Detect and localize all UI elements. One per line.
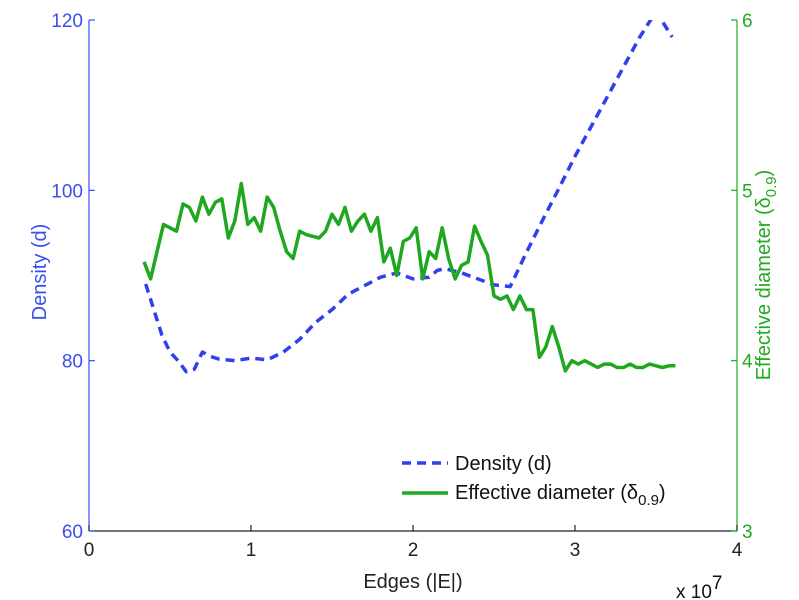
- left-y-axis-label: Density (d): [29, 224, 51, 321]
- x-tick-label: 3: [570, 540, 581, 561]
- right-y-axis-label-subscript: 0.9: [763, 176, 780, 197]
- right-y-tick-label: 4: [742, 352, 753, 373]
- legend-label-diameter-close: ): [659, 482, 666, 504]
- x-axis-exponent-base: x 10: [676, 582, 712, 600]
- x-tick-label: 0: [84, 540, 95, 561]
- series-line-effective-diameter: [142, 181, 676, 373]
- x-axis-exponent-power: 7: [712, 573, 723, 594]
- plot-area: [142, 20, 676, 374]
- right-y-axis-label-main: Effective diameter (δ: [753, 197, 775, 380]
- legend-label-diameter-main: Effective diameter (δ: [455, 482, 638, 504]
- x-axis-exponent: x 107: [676, 573, 723, 600]
- right-y-axis-label-close: ): [753, 170, 775, 177]
- legend: Density (d) Effective diameter (δ0.9): [396, 446, 731, 518]
- legend-background: [396, 446, 731, 518]
- x-tick-label: 4: [732, 540, 743, 561]
- legend-label-density: Density (d): [455, 453, 552, 475]
- legend-label-diameter-subscript: 0.9: [638, 492, 659, 509]
- right-y-tick-label: 5: [742, 181, 753, 202]
- x-axis-label: Edges (|E|): [363, 571, 462, 593]
- x-tick-label: 1: [246, 540, 257, 561]
- left-y-tick-label: 100: [51, 181, 83, 202]
- left-y-tick-label: 80: [62, 352, 83, 373]
- left-y-tick-label: 60: [62, 522, 83, 543]
- series-line-density: [144, 20, 674, 374]
- right-y-tick-label: 3: [742, 522, 753, 543]
- left-y-tick-label: 120: [51, 11, 83, 32]
- x-tick-label: 2: [408, 540, 419, 561]
- right-y-axis-label: Effective diameter (δ0.9): [753, 170, 780, 381]
- right-y-tick-label: 6: [742, 11, 753, 32]
- legend-label-diameter: Effective diameter (δ0.9): [455, 482, 666, 509]
